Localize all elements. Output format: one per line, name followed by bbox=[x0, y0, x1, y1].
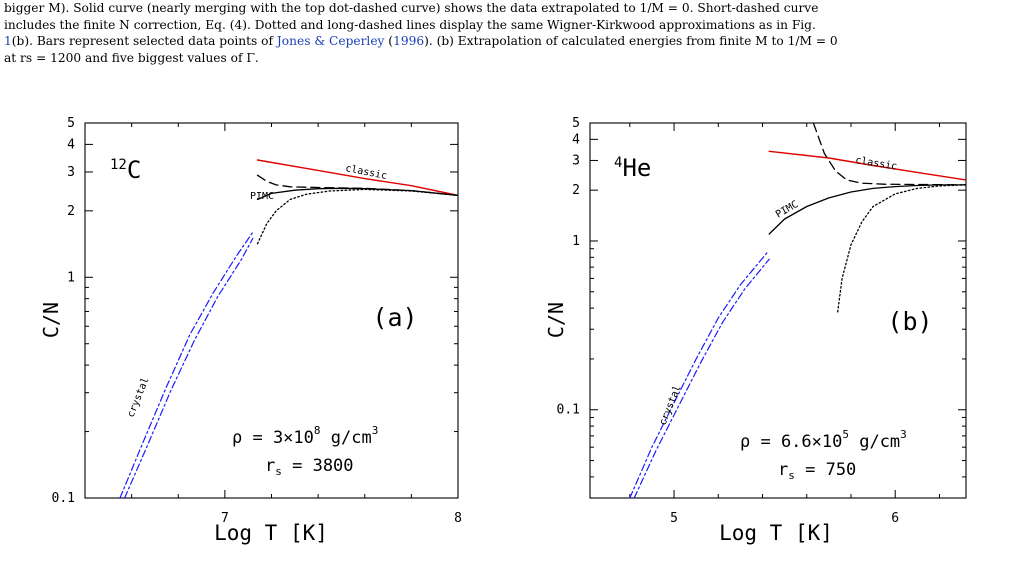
panel-a-rs-sub: s bbox=[275, 465, 282, 478]
panel-a-y-tick-labels: 0.1 1 2 3 4 5 bbox=[52, 116, 76, 506]
panel-b-series-long-dashed-black-2 bbox=[812, 123, 966, 186]
panel-a-series-classic-0 bbox=[256, 159, 458, 197]
panel-a-y-tick-label: 4 bbox=[67, 137, 75, 152]
caption-line-3-mid: (b). Bars represent selected data points… bbox=[11, 34, 277, 49]
panel-a-density: ρ = 3×10 bbox=[232, 428, 314, 448]
panel-a-series-dotted-black-3 bbox=[256, 188, 458, 245]
panel-b-y-tick-label: 1 bbox=[572, 234, 580, 249]
citation-year-link[interactable]: 1996 bbox=[393, 34, 425, 49]
panel-b-y-axis-label: C/N bbox=[544, 302, 568, 338]
panel-a-y-tick-label: 5 bbox=[67, 116, 75, 131]
panel-b-density: ρ = 6.6×10 bbox=[740, 432, 842, 452]
panel-a-x-tick-label: 7 bbox=[221, 511, 229, 526]
panel-a-series-dash-dot-blue-5 bbox=[123, 237, 254, 498]
panel-b-series-pimc-1 bbox=[768, 184, 966, 235]
caption-line-4: at rs = 1200 and five biggest values of … bbox=[4, 50, 259, 65]
panel-a-element-symbol: C bbox=[127, 156, 141, 184]
panel-b-series-dotted-black-3 bbox=[837, 184, 966, 313]
panel-a-series-long-dashed-black-2 bbox=[256, 174, 458, 197]
panel-a-curves bbox=[119, 159, 458, 498]
panel-b-series-classic-0 bbox=[768, 150, 966, 181]
figure-caption: bigger M). Solid curve (nearly merging w… bbox=[4, 0, 1012, 66]
caption-line-2: includes the finite N correction, Eq. (4… bbox=[4, 17, 816, 32]
panel-a-density-exp: 8 bbox=[314, 424, 321, 437]
panel-b-rs-annotation: rs = 750 bbox=[778, 460, 856, 482]
panel-b-density-unit: g/cm bbox=[849, 432, 900, 452]
panel-a-y-tick-label: 1 bbox=[67, 270, 75, 285]
caption-line-3-end: . (b) Extrapolation of calculated energi… bbox=[428, 34, 838, 49]
panel-b-rs-value: = 750 bbox=[795, 460, 856, 480]
panel-b-ticks bbox=[590, 122, 966, 499]
panel-b-y-tick-label: 2 bbox=[572, 183, 580, 198]
panel-a-y-axis-label: C/N bbox=[39, 302, 63, 338]
panel-a-y-tick-label: 3 bbox=[67, 165, 75, 180]
panel-b-y-tick-label: 0.1 bbox=[557, 403, 580, 418]
panel-a-y-tick-label: 0.1 bbox=[52, 491, 75, 506]
panel-b-series-crystal-4 bbox=[629, 252, 768, 498]
panel-b-frame bbox=[589, 122, 967, 499]
panel-a-element-label: 12C bbox=[110, 156, 141, 184]
panel-b-series-dash-dot-blue-5 bbox=[633, 258, 770, 498]
panel-a-rs: r bbox=[265, 456, 275, 476]
panel-a-pimc-label: PIMC bbox=[250, 191, 274, 202]
panel-b-y-tick-label: 3 bbox=[572, 153, 580, 168]
panel-a-density-annotation: ρ = 3×108 g/cm3 bbox=[232, 424, 378, 448]
panel-a-x-axis-label: Log T [K] bbox=[214, 521, 328, 545]
panel-b-element-label: 4He bbox=[614, 154, 651, 182]
panel-b-density-annotation: ρ = 6.6×105 g/cm3 bbox=[740, 428, 907, 452]
panel-b-label: (b) bbox=[887, 307, 932, 336]
panel-b-element-mass: 4 bbox=[614, 155, 622, 171]
panel-b-y-tick-label: 5 bbox=[572, 116, 580, 131]
panel-b-classic-label: classic bbox=[855, 155, 898, 172]
figure-ref-link[interactable]: 1 bbox=[4, 34, 12, 49]
panel-b-density-unit-exp: 3 bbox=[900, 428, 907, 441]
panel-a-y-tick-label: 2 bbox=[67, 204, 75, 219]
citation-link[interactable]: Jones & Ceperley bbox=[276, 34, 385, 49]
panel-b-y-tick-labels: 0.1 1 2 3 45 bbox=[557, 116, 581, 418]
panel-b-density-exp: 5 bbox=[842, 428, 849, 441]
panel-b-element-symbol: He bbox=[622, 154, 651, 182]
panel-a-series-crystal-4 bbox=[119, 231, 254, 498]
panel-a-ticks bbox=[84, 122, 459, 499]
panel-a-density-unit-exp: 3 bbox=[372, 424, 379, 437]
panel-a-crystal-label: crystal bbox=[126, 376, 152, 419]
panel-a-x-tick-label: 8 bbox=[454, 511, 462, 526]
panel-a-rs-annotation: rs = 3800 bbox=[265, 456, 354, 478]
panel-b-x-tick-label: 5 bbox=[670, 511, 678, 526]
caption-line-1: bigger M). Solid curve (nearly merging w… bbox=[4, 1, 819, 15]
panel-b-curves bbox=[629, 123, 966, 498]
panel-a-element-mass: 12 bbox=[110, 157, 127, 173]
panel-b-y-tick-label: 4 bbox=[572, 132, 580, 147]
panel-b-rs: r bbox=[778, 460, 788, 480]
panel-b-rs-sub: s bbox=[788, 469, 795, 482]
panel-a-rs-value: = 3800 bbox=[282, 456, 354, 476]
panel-a-label: (a) bbox=[372, 303, 417, 332]
caption-line-3: 1(b). Bars represent selected data point… bbox=[4, 34, 838, 49]
panel-b-x-axis-label: Log T [K] bbox=[719, 521, 833, 545]
panel-a-density-unit: g/cm bbox=[321, 428, 372, 448]
panel-b-x-tick-label: 6 bbox=[891, 511, 899, 526]
